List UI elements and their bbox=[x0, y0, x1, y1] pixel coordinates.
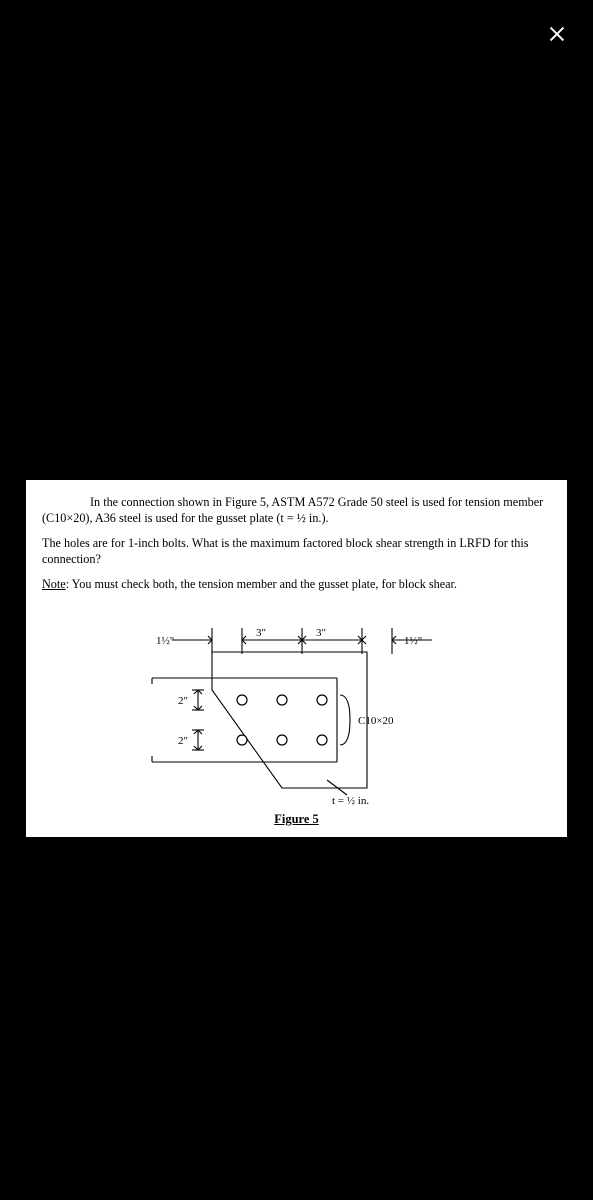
plate-thickness-label: t = ½ in. bbox=[332, 795, 369, 807]
figure-wrap: 1½" 3" 3" 1½" 2" 2" C10×20 t = ½ in. bbox=[42, 600, 551, 810]
member-label: C10×20 bbox=[358, 715, 394, 727]
problem-note: Note: You must check both, the tension m… bbox=[42, 576, 551, 592]
problem-card: In the connection shown in Figure 5, AST… bbox=[26, 480, 567, 837]
close-button[interactable] bbox=[543, 20, 571, 48]
dim-row-top: 2" bbox=[178, 695, 188, 707]
dim-col-spacing-2: 3" bbox=[316, 627, 326, 639]
figure-caption: Figure 5 bbox=[42, 812, 551, 827]
dim-row-bot: 2" bbox=[178, 735, 188, 747]
note-label: Note bbox=[42, 577, 66, 591]
dim-left-edge: 1½" bbox=[156, 635, 174, 647]
problem-paragraph-2: The holes are for 1-inch bolts. What is … bbox=[42, 535, 551, 568]
connection-figure: 1½" 3" 3" 1½" 2" 2" C10×20 t = ½ in. bbox=[132, 600, 462, 810]
dim-col-spacing-1: 3" bbox=[256, 627, 266, 639]
problem-paragraph-1: In the connection shown in Figure 5, AST… bbox=[42, 494, 551, 527]
note-text: : You must check both, the tension membe… bbox=[66, 577, 457, 591]
close-icon bbox=[546, 23, 568, 45]
dim-right-edge: 1½" bbox=[404, 635, 422, 647]
